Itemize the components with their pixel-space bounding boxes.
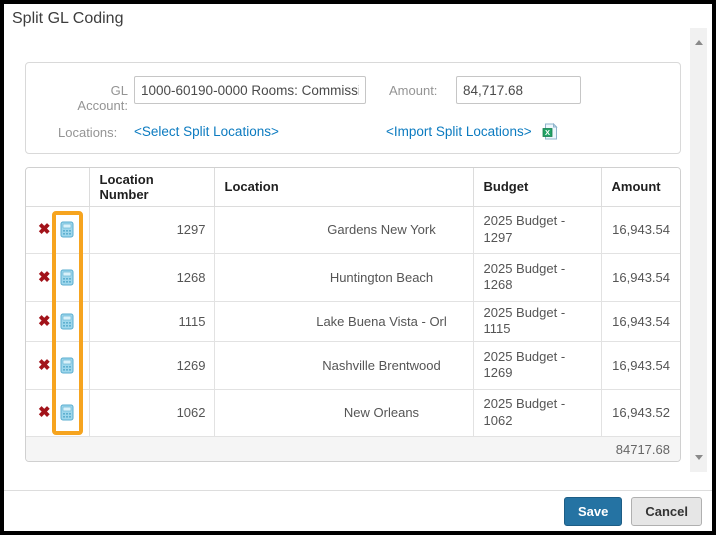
- table-header-row: Location Number Location Budget Amount: [26, 168, 680, 207]
- import-split-locations-link[interactable]: <Import Split Locations>: [386, 124, 532, 139]
- excel-file-icon[interactable]: X: [542, 122, 558, 140]
- delete-x-icon[interactable]: ✖: [38, 356, 51, 374]
- table-row: ✖ 1269 Nashville Brentwood 2025 Budget -…: [26, 341, 680, 390]
- split-locations-table-panel: Location Number Location Budget Amount ✖…: [25, 167, 681, 462]
- cell-budget: 2025 Budget -1269: [473, 341, 602, 390]
- cell-amount: 16,943.54: [601, 206, 680, 254]
- delete-x-icon[interactable]: ✖: [38, 404, 51, 421]
- split-locations-table: Location Number Location Budget Amount ✖…: [26, 168, 680, 461]
- header-budget: Budget: [473, 168, 602, 207]
- calculator-icon[interactable]: [60, 404, 74, 421]
- header-actions: [26, 168, 90, 207]
- cell-location: Gardens New York: [214, 206, 474, 254]
- cell-location: Huntington Beach: [214, 253, 474, 302]
- cell-location: Nashville Brentwood: [214, 341, 474, 390]
- cell-budget: 2025 Budget -1062: [473, 389, 602, 437]
- header-location-number: Location Number: [89, 168, 215, 207]
- cell-location-number: 1268: [89, 253, 215, 302]
- svg-text:X: X: [545, 128, 550, 137]
- header-location: Location: [214, 168, 474, 207]
- calculator-icon[interactable]: [60, 221, 74, 238]
- table-row: ✖ 1268 Huntington Beach 2025 Budget -126…: [26, 253, 680, 302]
- cell-location: New Orleans: [214, 389, 474, 437]
- scroll-up-arrow-icon[interactable]: [690, 34, 707, 51]
- calculator-icon[interactable]: [60, 269, 74, 286]
- header-amount: Amount: [601, 168, 680, 207]
- delete-x-icon[interactable]: ✖: [38, 312, 51, 330]
- total-amount: 84717.68: [26, 435, 680, 461]
- dialog-title: Split GL Coding: [12, 10, 124, 27]
- cell-location-number: 1062: [89, 389, 215, 437]
- vertical-scrollbar[interactable]: [690, 28, 707, 472]
- cancel-button[interactable]: Cancel: [631, 496, 702, 526]
- delete-x-icon[interactable]: ✖: [38, 268, 51, 286]
- select-split-locations-link[interactable]: <Select Split Locations>: [134, 124, 279, 139]
- gl-account-input[interactable]: [134, 76, 366, 104]
- cell-budget: 2025 Budget -1297: [473, 206, 602, 254]
- calculator-icon[interactable]: [60, 313, 74, 330]
- cell-location: Lake Buena Vista - Orl: [214, 301, 474, 342]
- cell-budget: 2025 Budget -1268: [473, 253, 602, 302]
- amount-label: Amount:: [389, 83, 438, 98]
- cell-location-number: 1115: [89, 301, 215, 342]
- table-row: ✖ 1297 Gardens New York 2025 Budget -129…: [26, 206, 680, 254]
- table-row: ✖ 1115 Lake Buena Vista - Orl 2025 Budge…: [26, 301, 680, 342]
- cell-location-number: 1297: [89, 206, 215, 254]
- amount-input[interactable]: [456, 76, 581, 104]
- delete-x-icon[interactable]: ✖: [38, 221, 51, 238]
- calculator-icon[interactable]: [60, 357, 74, 374]
- cell-budget: 2025 Budget - 1115: [473, 301, 602, 342]
- scroll-down-arrow-icon[interactable]: [690, 449, 707, 466]
- save-button[interactable]: Save: [563, 496, 623, 526]
- gl-account-label: GL Account:: [77, 83, 128, 113]
- gl-form-panel: GL Account: Amount: Locations: <Select S…: [25, 62, 681, 154]
- cell-amount: 16,943.54: [601, 301, 680, 342]
- locations-label: Locations:: [58, 125, 118, 140]
- cell-location-number: 1269: [89, 341, 215, 390]
- table-total-row: 84717.68: [26, 435, 680, 461]
- cell-amount: 16,943.54: [601, 253, 680, 302]
- table-row: ✖ 1062 New Orleans 2025 Budget -1062 16,…: [26, 389, 680, 437]
- cell-amount: 16,943.54: [601, 341, 680, 390]
- cell-amount: 16,943.52: [601, 389, 680, 437]
- dialog-footer: Save Cancel: [4, 490, 712, 531]
